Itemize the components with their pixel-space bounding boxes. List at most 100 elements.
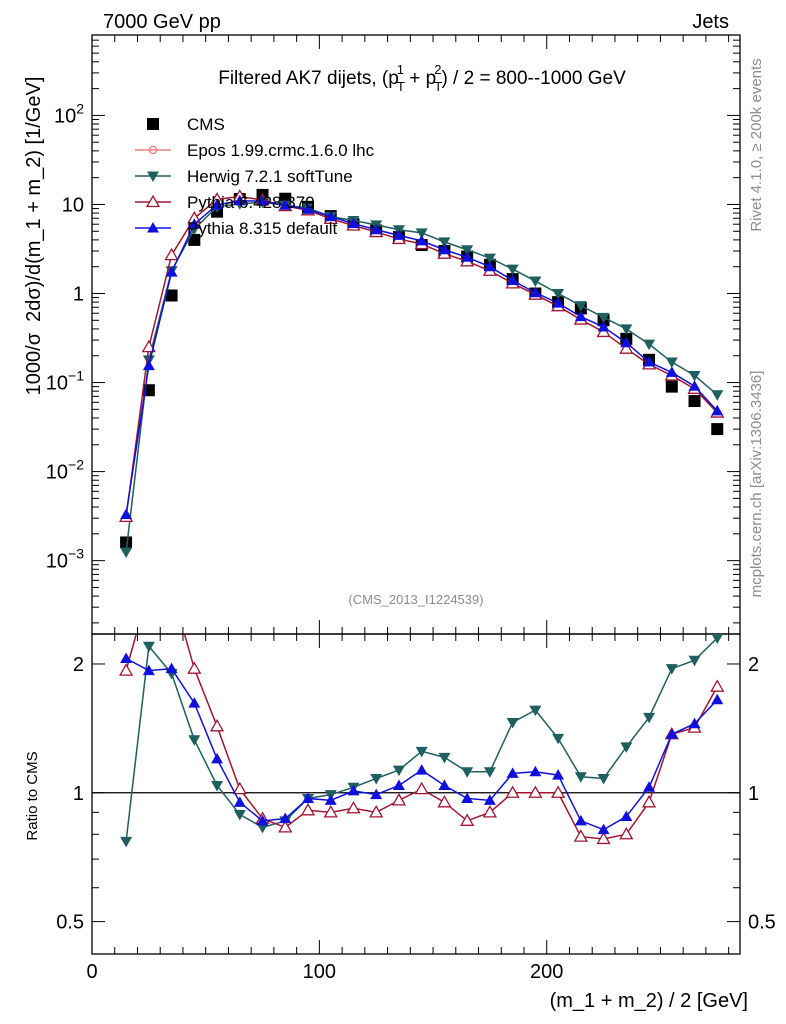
ratio-point-herwig-7-2-1-softtune bbox=[233, 809, 246, 821]
data-point-herwig-7-2-1-softtune bbox=[711, 390, 724, 401]
ratio-point-herwig-7-2-1-softtune bbox=[438, 752, 451, 764]
data-point-cms bbox=[665, 380, 678, 393]
ratio-point-pythia-8-315-default bbox=[438, 779, 451, 790]
ratio-point-herwig-7-2-1-softtune bbox=[597, 773, 610, 785]
y-axis-label: 1000/σ 2dσ)/d(m_1 + m_2) [1/GeV] bbox=[23, 77, 45, 396]
main-panel: 10−3 10−2 10−1 1 10 102 Filtered AK7 dijets, … bbox=[23, 34, 741, 635]
ratio-point-pythia-8-315-default bbox=[302, 792, 314, 803]
data-point-herwig-7-2-1-softtune bbox=[415, 228, 428, 239]
ratio-point-herwig-7-2-1-softtune bbox=[188, 735, 201, 746]
ratio-point-pythia-8-315-default bbox=[392, 779, 405, 790]
data-point-cms bbox=[688, 395, 701, 408]
ratio-point-pythia-8-315-default bbox=[461, 792, 474, 803]
ratio-point-pythia-6-428-370 bbox=[550, 785, 566, 798]
ratio-point-pythia-6-428-370 bbox=[118, 663, 134, 676]
ratio-point-pythia-8-315-default bbox=[279, 812, 292, 824]
ratio-point-herwig-7-2-1-softtune bbox=[120, 836, 133, 848]
ratio-point-pythia-8-315-default bbox=[120, 652, 133, 663]
analysis-id: (CMS_2013_I1224539) bbox=[348, 592, 483, 607]
data-point-pythia-8-315-default bbox=[597, 321, 610, 332]
data-point-pythia-8-315-default bbox=[324, 210, 337, 222]
ratio-point-pythia-8-315-default bbox=[574, 814, 587, 826]
data-point-pythia-8-315-default bbox=[142, 359, 155, 371]
ratio-point-pythia-6-428-370 bbox=[300, 803, 316, 816]
y-tick-label: 10−3 bbox=[46, 546, 84, 573]
ratio-point-pythia-6-428-370 bbox=[391, 793, 407, 806]
ratio-point-pythia-8-315-default bbox=[552, 769, 565, 780]
data-point-cms bbox=[165, 289, 178, 302]
ratio-point-pythia-6-428-370 bbox=[232, 781, 247, 795]
ratio-series-pythia-8-315-default bbox=[120, 652, 724, 835]
ratio-point-pythia-8-315-default bbox=[165, 662, 178, 674]
ratio-point-pythia-6-428-370 bbox=[187, 661, 202, 674]
ratio-point-pythia-6-428-370 bbox=[505, 785, 520, 798]
ratio-y-tick-label-right: 2 bbox=[748, 654, 759, 676]
x-axis-label: (m_1 + m_2) / 2 [GeV] bbox=[550, 990, 748, 1012]
y-tick-label: 10−2 bbox=[46, 457, 84, 484]
y-tick-label: 10−1 bbox=[46, 368, 84, 395]
ratio-point-pythia-8-315-default bbox=[643, 781, 656, 792]
ratio-point-herwig-7-2-1-softtune bbox=[552, 733, 565, 745]
data-point-pythia-8-315-default bbox=[665, 366, 678, 377]
ratio-point-herwig-7-2-1-softtune bbox=[392, 765, 405, 777]
data-point-herwig-7-2-1-softtune bbox=[120, 547, 133, 559]
ratio-point-pythia-6-428-370 bbox=[278, 820, 293, 833]
ratio-point-pythia-8-315-default bbox=[529, 765, 542, 777]
ratio-point-pythia-6-428-370 bbox=[641, 795, 657, 808]
data-point-pythia-8-315-default bbox=[506, 274, 519, 285]
x-tick-label: 0 bbox=[86, 961, 97, 983]
y-tick-label: 102 bbox=[54, 100, 84, 127]
header-left: 7000 GeV pp bbox=[103, 11, 221, 33]
ratio-point-pythia-8-315-default bbox=[415, 764, 428, 775]
data-point-pythia-8-315-default bbox=[529, 286, 542, 298]
ratio-point-pythia-6-428-370 bbox=[323, 805, 338, 818]
legend-marker-epos-1-99-crmc-1-6-0-lhc bbox=[148, 145, 158, 155]
legend-label-pythia-6-428-370: Pythia 6.428 370 bbox=[187, 193, 315, 212]
ratio-point-herwig-7-2-1-softtune bbox=[711, 634, 723, 644]
data-point-pythia-8-315-default bbox=[188, 218, 201, 229]
ratio-point-herwig-7-2-1-softtune bbox=[506, 717, 519, 729]
ratio-point-herwig-7-2-1-softtune bbox=[415, 746, 428, 758]
ratio-point-pythia-6-428-370 bbox=[209, 719, 225, 732]
data-point-pythia-8-315-default bbox=[347, 217, 360, 229]
ratio-point-pythia-8-315-default bbox=[233, 796, 246, 807]
data-point-pythia-8-315-default bbox=[711, 404, 724, 416]
ratio-point-pythia-8-315-default bbox=[665, 728, 678, 739]
ratio-y-tick-label-right: 0.5 bbox=[748, 912, 776, 934]
data-point-herwig-7-2-1-softtune bbox=[506, 264, 519, 276]
data-point-herwig-7-2-1-softtune bbox=[688, 370, 701, 382]
ratio-panel: 0.5 0.5 1 1 2 2 0 100 200 Ratio to CMS bbox=[24, 633, 776, 983]
ratio-point-pythia-8-315-default bbox=[256, 814, 269, 826]
data-point-pythia-8-315-default bbox=[370, 223, 383, 235]
data-point-pythia-8-315-default bbox=[552, 297, 565, 308]
legend-label-epos-1-99-crmc-1-6-0-lhc: Epos 1.99.crmc.1.6.0 lhc bbox=[187, 141, 375, 160]
ratio-point-pythia-6-428-370 bbox=[346, 800, 361, 814]
ratio-point-herwig-7-2-1-softtune bbox=[211, 780, 224, 792]
data-point-cms bbox=[188, 233, 201, 246]
ratio-point-herwig-7-2-1-softtune bbox=[665, 664, 678, 675]
legend-label-pythia-8-315-default: Pythia 8.315 default bbox=[187, 219, 338, 238]
ratio-point-pythia-6-428-370 bbox=[369, 805, 384, 818]
data-point-pythia-8-315-default bbox=[233, 194, 246, 206]
ratio-series-herwig-7-2-1-softtune bbox=[120, 634, 723, 848]
ratio-point-pythia-8-315-default bbox=[597, 823, 610, 835]
legend-marker-cms bbox=[147, 118, 159, 130]
data-point-herwig-7-2-1-softtune bbox=[665, 357, 678, 369]
ratio-point-herwig-7-2-1-softtune bbox=[688, 655, 701, 667]
ratio-point-herwig-7-2-1-softtune bbox=[643, 712, 656, 724]
ratio-point-herwig-7-2-1-softtune bbox=[142, 641, 155, 653]
ratio-point-pythia-8-315-default bbox=[506, 767, 519, 778]
ratio-point-pythia-8-315-default bbox=[370, 788, 383, 800]
ratio-point-herwig-7-2-1-softtune bbox=[529, 705, 542, 717]
series-pythia-8-315-default bbox=[120, 194, 724, 519]
side-label-mcplots: mcplots.cern.ch [arXiv:1306.3436] bbox=[748, 371, 765, 598]
legend: CMS Epos 1.99.crmc.1.6.0 lhc Herwig 7.2.1 … bbox=[135, 115, 375, 238]
ratio-y-tick-label-right: 1 bbox=[748, 783, 759, 805]
legend-marker-pythia-8-315-default bbox=[147, 222, 159, 233]
side-label-rivet: Rivet 4.1.0, ≥ 200k events bbox=[748, 58, 765, 231]
data-point-pythia-8-315-default bbox=[256, 195, 269, 206]
data-point-herwig-7-2-1-softtune bbox=[529, 276, 542, 288]
ratio-point-pythia-6-428-370 bbox=[414, 781, 429, 795]
data-point-pythia-6-428-370 bbox=[619, 341, 634, 354]
